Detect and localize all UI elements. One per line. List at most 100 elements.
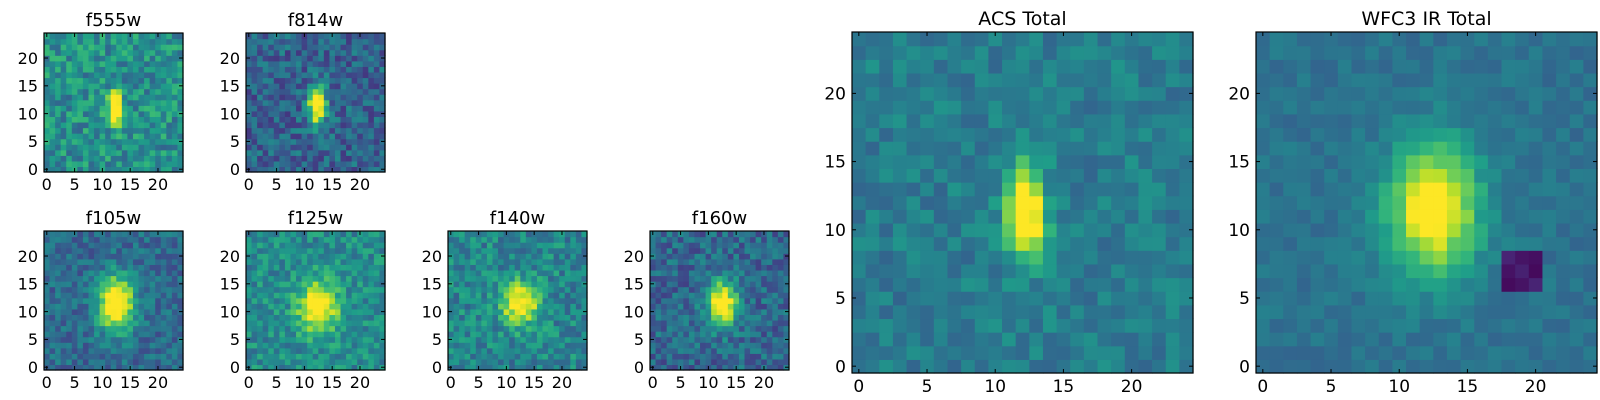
heatmap-cell	[246, 314, 253, 321]
heatmap-cell	[284, 138, 292, 145]
heatmap-cell	[525, 358, 532, 366]
heatmap-cell	[564, 236, 571, 243]
heatmap-cell	[149, 105, 156, 112]
heatmap-cell	[655, 286, 662, 293]
heatmap-cell	[312, 303, 319, 310]
heatmap-cell	[536, 331, 544, 338]
heatmap-cell	[110, 116, 117, 123]
heatmap-cell	[1365, 236, 1380, 251]
heatmap-cell	[852, 100, 867, 115]
heatmap-cell	[82, 292, 90, 299]
heatmap-cell	[362, 94, 369, 101]
heatmap-cell	[88, 319, 95, 327]
heatmap-cell	[44, 94, 51, 101]
heatmap-cell	[453, 314, 460, 321]
heatmap-cell	[492, 242, 499, 249]
heatmap-cell	[531, 258, 538, 265]
heatmap-cell	[666, 281, 673, 288]
heatmap-cell	[166, 110, 173, 117]
heatmap-cell	[1337, 222, 1353, 238]
heatmap-cell	[160, 286, 167, 293]
heatmap-cell	[1029, 222, 1044, 238]
heatmap-cell	[329, 297, 336, 304]
heatmap-cell	[783, 247, 790, 254]
heatmap-cell	[1124, 195, 1140, 210]
heatmap-cell	[121, 314, 128, 321]
heatmap-cell	[94, 110, 101, 117]
heatmap-cell	[766, 319, 773, 327]
heatmap-cell	[1083, 86, 1099, 101]
heatmap-cell	[514, 286, 521, 293]
heatmap-cell	[1042, 277, 1058, 292]
heatmap-cell	[301, 160, 308, 168]
heatmap-cell	[144, 160, 151, 168]
heatmap-cell	[257, 44, 264, 51]
heatmap-cell	[961, 236, 976, 251]
heatmap-cell	[559, 247, 566, 254]
heatmap-cell	[340, 138, 347, 145]
heatmap-cell	[559, 336, 566, 343]
heatmap-cell	[268, 71, 275, 79]
heatmap-cell	[700, 264, 707, 271]
heatmap-cell	[892, 222, 908, 238]
heatmap-cell	[1083, 72, 1099, 88]
heatmap-cell	[357, 297, 364, 304]
heatmap-cell	[257, 116, 264, 123]
heatmap-cell	[453, 264, 460, 271]
heatmap-cell	[334, 144, 342, 151]
heatmap-cell	[116, 71, 123, 79]
heatmap-cell	[290, 303, 297, 310]
heatmap-cell	[268, 99, 275, 106]
heatmap-cell	[961, 168, 976, 183]
heatmap-cell	[82, 94, 90, 101]
heatmap-cell	[1002, 86, 1017, 101]
heatmap-cell	[727, 253, 734, 260]
heatmap-cell	[520, 258, 527, 265]
heatmap-cell	[88, 364, 95, 371]
heatmap-cell	[284, 242, 292, 249]
heatmap-cell	[268, 269, 275, 277]
heatmap-cell	[766, 275, 773, 282]
heatmap-cell	[82, 110, 90, 117]
heatmap-cell	[346, 292, 353, 299]
heatmap-cell	[357, 342, 364, 349]
heatmap-cell	[301, 83, 308, 90]
heatmap-cell	[520, 314, 527, 321]
heatmap-cell	[116, 275, 123, 282]
heatmap-cell	[509, 303, 516, 310]
heatmap-cell	[1152, 59, 1167, 74]
heatmap-cell	[1460, 182, 1475, 197]
heatmap-cell	[988, 72, 1003, 88]
heatmap-cell	[514, 292, 521, 299]
heatmap-cell	[290, 231, 297, 238]
heatmap-cell	[783, 275, 790, 282]
heatmap-cell	[307, 275, 314, 282]
heatmap-cell	[1256, 332, 1271, 347]
heatmap-cell	[509, 325, 516, 332]
heatmap-cell	[99, 116, 106, 123]
heatmap-cell	[82, 77, 90, 84]
heatmap-cell	[933, 209, 949, 224]
heatmap-cell	[1179, 277, 1194, 292]
heatmap-cell	[149, 342, 156, 349]
x-tick-label: 10	[92, 175, 112, 194]
heatmap-cell	[368, 38, 375, 45]
heatmap-cell	[166, 127, 173, 134]
heatmap-cell	[105, 49, 112, 56]
heatmap-cell	[750, 331, 757, 338]
heatmap-cell	[705, 264, 712, 271]
y-tick-label: 5	[634, 330, 644, 349]
heatmap-cell	[296, 314, 303, 321]
heatmap-cell	[542, 297, 549, 304]
heatmap-cell	[110, 38, 117, 45]
heatmap-cell	[177, 269, 184, 277]
heatmap-cell	[329, 292, 336, 299]
heatmap-cell	[379, 286, 386, 293]
heatmap-cell	[1083, 236, 1099, 251]
heatmap-cell	[553, 358, 560, 366]
heatmap-cell	[1569, 195, 1584, 210]
heatmap-cell	[49, 236, 56, 243]
heatmap-cell	[268, 347, 275, 354]
heatmap-cell	[1324, 168, 1339, 183]
heatmap-cell	[1433, 250, 1448, 265]
